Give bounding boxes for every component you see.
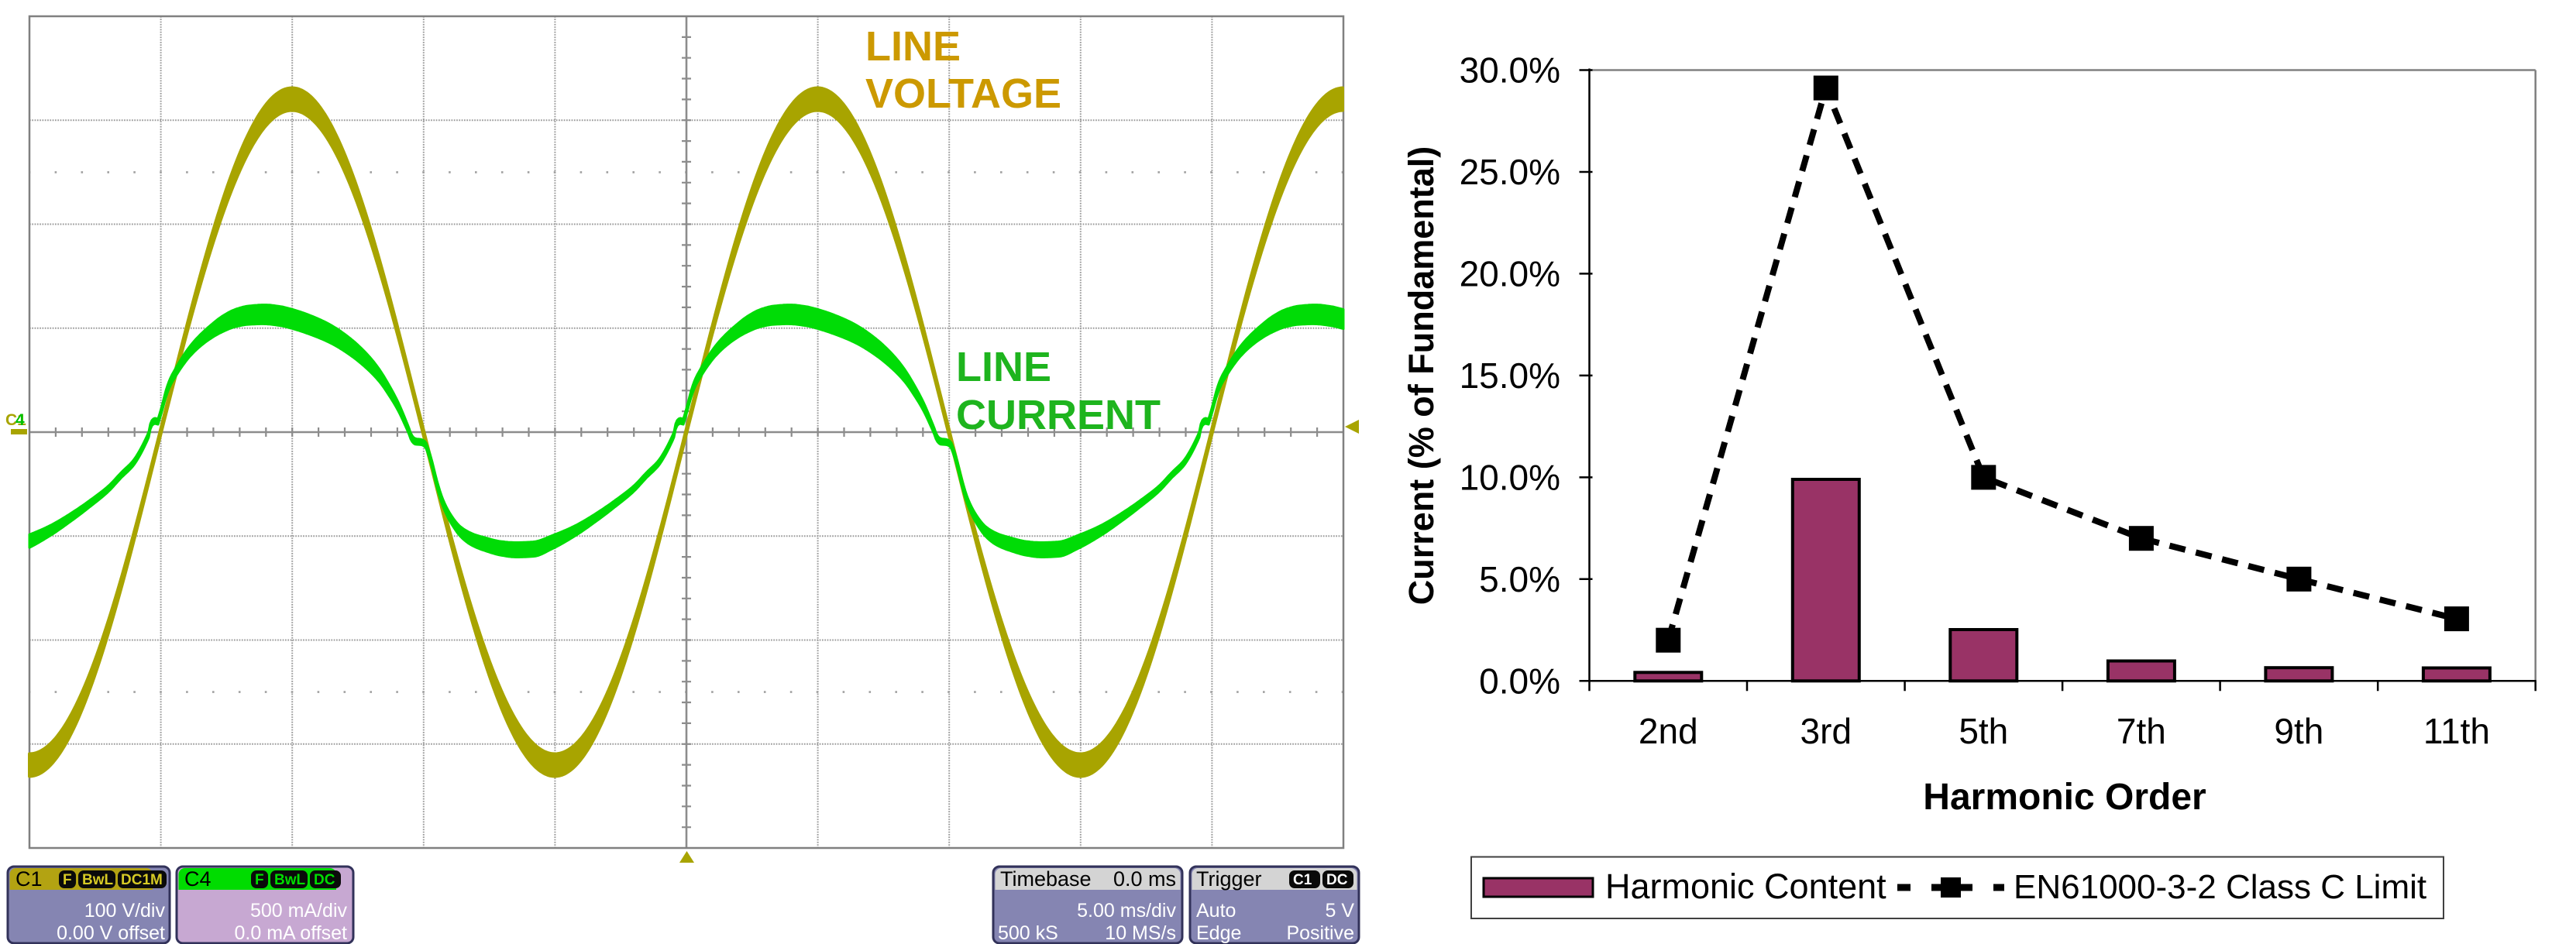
- svg-text:F: F: [255, 872, 264, 888]
- svg-text:Current (% of Fundamental): Current (% of Fundamental): [1401, 146, 1441, 606]
- svg-text:LINE: LINE: [956, 344, 1051, 390]
- svg-text:LINE: LINE: [865, 23, 961, 70]
- svg-text:4: 4: [15, 411, 25, 429]
- svg-text:VOLTAGE: VOLTAGE: [865, 70, 1061, 117]
- svg-text:500 mA/div: 500 mA/div: [250, 900, 348, 922]
- svg-text:0.00 V offset: 0.00 V offset: [57, 922, 165, 944]
- svg-text:Harmonic Order: Harmonic Order: [1923, 777, 2206, 818]
- svg-text:Timebase: Timebase: [1000, 867, 1092, 891]
- svg-text:100 V/div: 100 V/div: [84, 900, 166, 922]
- svg-text:DC: DC: [314, 872, 335, 888]
- svg-text:BwL: BwL: [82, 872, 114, 888]
- svg-text:Positive: Positive: [1286, 922, 1354, 944]
- svg-text:500 kS: 500 kS: [998, 922, 1058, 944]
- svg-text:0.0%: 0.0%: [1479, 661, 1560, 701]
- svg-text:9th: 9th: [2274, 711, 2323, 751]
- svg-text:25.0%: 25.0%: [1460, 152, 1560, 192]
- svg-text:0.0 ms: 0.0 ms: [1113, 867, 1176, 891]
- svg-text:15.0%: 15.0%: [1460, 355, 1560, 396]
- svg-text:5 V: 5 V: [1325, 900, 1354, 922]
- svg-text:C1: C1: [1293, 872, 1312, 888]
- svg-text:DC: DC: [1326, 872, 1348, 888]
- svg-text:20.0%: 20.0%: [1460, 253, 1560, 293]
- svg-text:Harmonic Content: Harmonic Content: [1605, 867, 1886, 906]
- svg-text:10.0%: 10.0%: [1460, 457, 1560, 497]
- svg-text:11th: 11th: [2423, 711, 2490, 751]
- svg-text:5.00 ms/div: 5.00 ms/div: [1077, 900, 1176, 922]
- svg-text:C1: C1: [5, 411, 26, 429]
- svg-text:C1: C1: [15, 867, 43, 891]
- svg-text:30.0%: 30.0%: [1460, 50, 1560, 91]
- svg-text:Edge: Edge: [1196, 922, 1241, 944]
- svg-text:2nd: 2nd: [1639, 711, 1698, 751]
- svg-text:5th: 5th: [1959, 711, 2008, 751]
- svg-text:5.0%: 5.0%: [1479, 559, 1560, 599]
- svg-text:10 MS/s: 10 MS/s: [1105, 922, 1176, 944]
- svg-text:BwL: BwL: [274, 872, 306, 888]
- svg-text:0.0 mA offset: 0.0 mA offset: [235, 922, 348, 944]
- svg-text:7th: 7th: [2117, 711, 2166, 751]
- svg-text:Auto: Auto: [1196, 900, 1236, 922]
- svg-text:F: F: [63, 872, 72, 888]
- svg-text:Trigger: Trigger: [1196, 867, 1262, 891]
- svg-text:C4: C4: [184, 867, 212, 891]
- svg-text:3rd: 3rd: [1800, 711, 1852, 751]
- svg-text:EN61000-3-2 Class C Limit: EN61000-3-2 Class C Limit: [2014, 868, 2426, 906]
- svg-text:DC1M: DC1M: [121, 872, 163, 888]
- svg-text:CURRENT: CURRENT: [956, 392, 1161, 438]
